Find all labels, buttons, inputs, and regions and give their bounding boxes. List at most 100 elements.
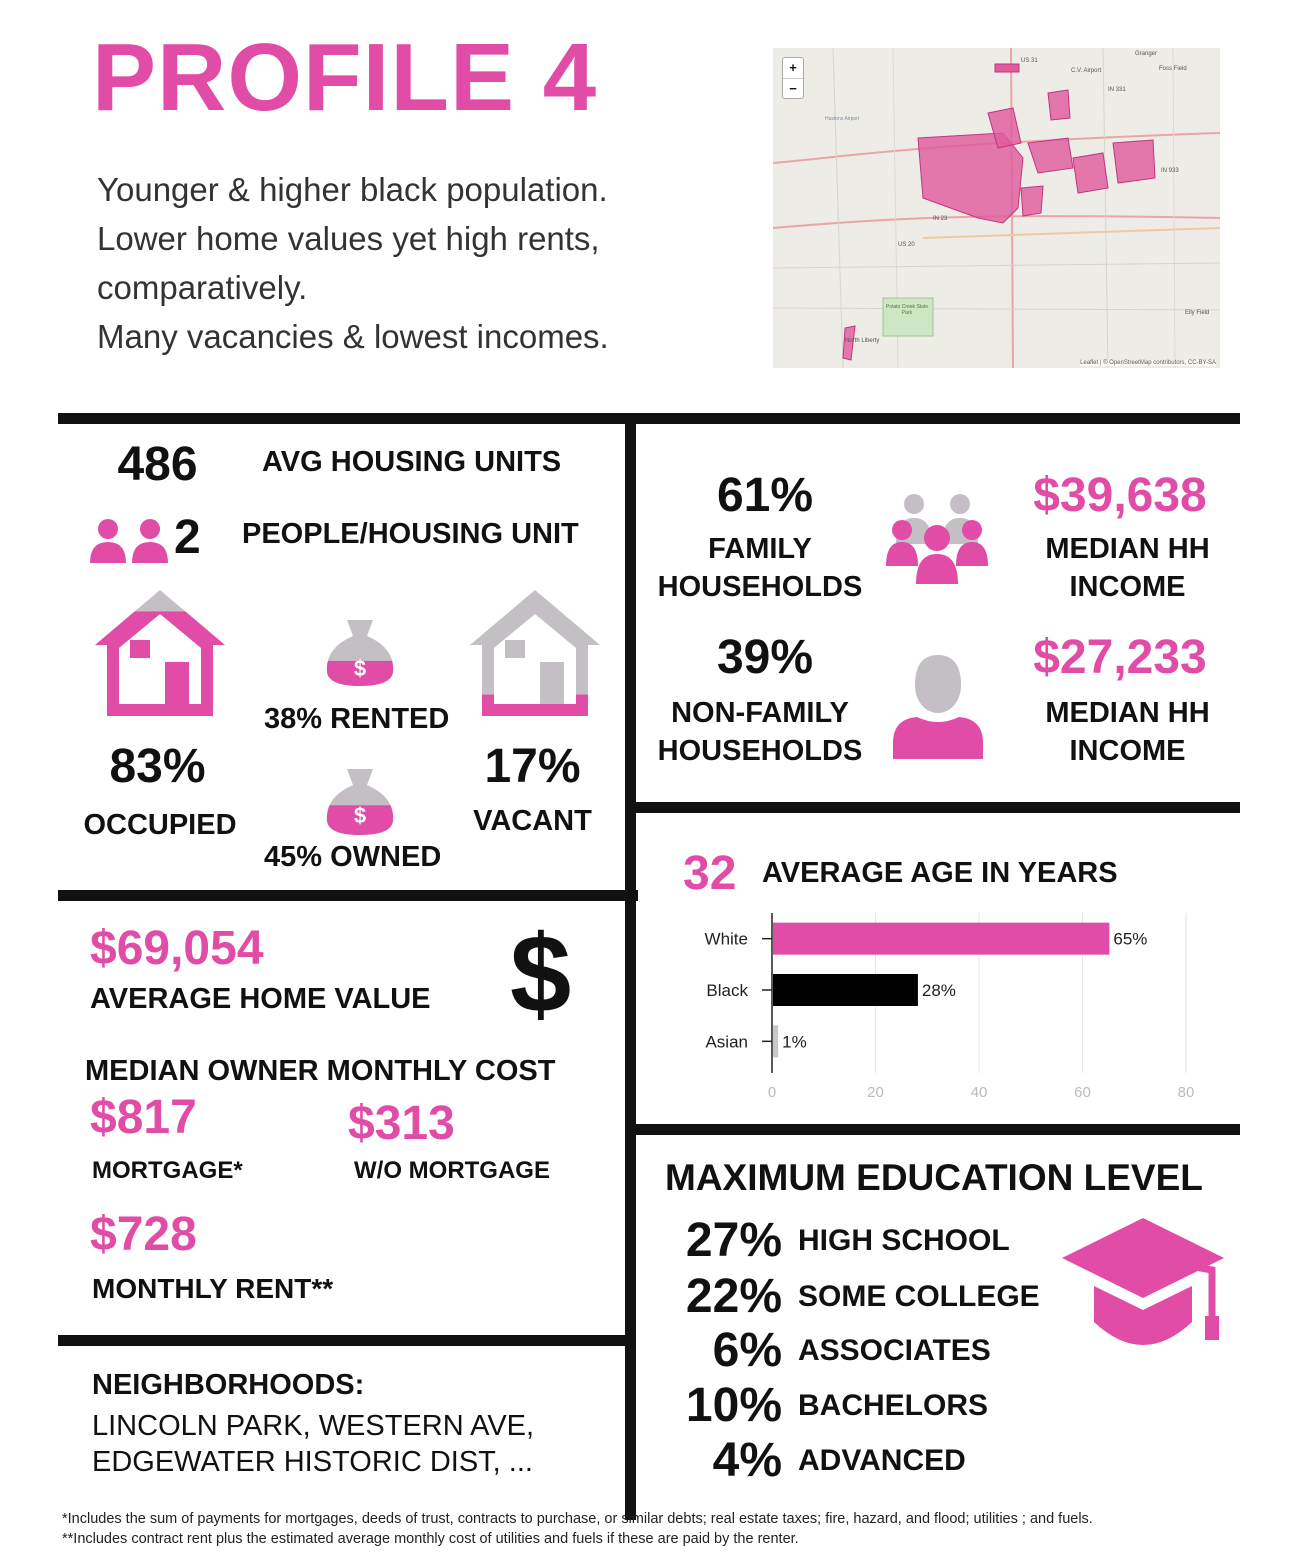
income-label-family: MEDIAN HH INCOME <box>1005 533 1250 604</box>
map-label: Granger <box>1135 51 1158 57</box>
map-view[interactable]: + − US 31 US 20 IN 23 IN 933 IN 331 Gran… <box>773 48 1220 368</box>
avg-housing-units-label: AVG HOUSING UNITS <box>262 446 562 478</box>
data-label: 1% <box>782 1032 807 1051</box>
map-label: IN 933 <box>1161 168 1179 174</box>
people-icon <box>90 519 168 563</box>
divider <box>625 424 636 1520</box>
map-label: North Liberty <box>845 338 880 344</box>
bar <box>773 1025 779 1058</box>
nonfamily-households-label: NON-FAMILY HOUSEHOLDS <box>640 697 880 768</box>
wo-mortgage-value: $313 <box>348 1097 455 1150</box>
bar <box>773 922 1110 955</box>
education-row: 4% ADVANCED <box>640 1434 1240 1488</box>
money-bag-icon-rented: $ <box>326 620 394 686</box>
education-label: ASSOCIATES <box>798 1334 991 1367</box>
nonfamily-label-line: HOUSEHOLDS <box>657 734 863 767</box>
average-age-value: 32 <box>683 847 737 900</box>
x-tick-label: 60 <box>1074 1084 1091 1101</box>
bar <box>773 974 918 1006</box>
map-label: C.V. Airport <box>1071 68 1102 74</box>
people-per-unit-label: PEOPLE/HOUSING UNIT <box>242 518 579 550</box>
income-label-line: MEDIAN HH <box>1045 533 1210 565</box>
nonfamily-label-line: NON-FAMILY <box>671 697 849 729</box>
education-pct: 22% <box>685 1270 782 1323</box>
education-label: SOME COLLEGE <box>798 1280 1040 1313</box>
page-title: PROFILE 4 <box>92 24 598 131</box>
education-label: BACHELORS <box>798 1389 989 1422</box>
average-home-value: $69,054 <box>90 922 264 975</box>
description-line: Many vacancies & lowest incomes. <box>97 318 609 355</box>
monthly-cost-heading: MEDIAN OWNER MONTHLY COST <box>85 1055 556 1087</box>
education-label: ADVANCED <box>798 1444 966 1477</box>
income-label-line: INCOME <box>1069 570 1186 603</box>
education-pct: 6% <box>712 1324 782 1377</box>
income-label-line: INCOME <box>1069 734 1186 767</box>
map-label: Elly Field <box>1185 310 1210 316</box>
wo-mortgage-label: W/O MORTGAGE <box>354 1157 550 1184</box>
graduation-cap-icon <box>1062 1218 1224 1345</box>
map-label: IN 331 <box>1108 87 1126 93</box>
mortgage-label: MORTGAGE* <box>92 1157 243 1184</box>
education-row: 6% ASSOCIATES <box>640 1324 1240 1378</box>
map-tiles <box>773 48 1220 368</box>
average-age-label: AVERAGE AGE IN YEARS <box>762 857 1118 889</box>
income-label-nonfamily: MEDIAN HH INCOME <box>1005 697 1250 768</box>
education-pct: 4% <box>712 1434 782 1487</box>
average-home-value-label: AVERAGE HOME VALUE <box>90 983 431 1015</box>
data-label: 65% <box>1113 930 1147 949</box>
family-group-icon <box>886 494 988 584</box>
footnote-2: **Includes contract rent plus the estima… <box>62 1531 799 1547</box>
vacant-label: VACANT <box>473 805 592 837</box>
vacant-value: 17% <box>484 740 581 793</box>
x-tick-label: 80 <box>1178 1084 1195 1101</box>
category-label: Asian <box>705 1032 748 1051</box>
footnote-1: *Includes the sum of payments for mortga… <box>62 1511 1093 1527</box>
people-per-unit-value: 2 <box>174 511 201 564</box>
education-pct: 27% <box>685 1214 782 1267</box>
divider <box>636 1124 1240 1135</box>
owned-label: 45% OWNED <box>264 841 442 873</box>
divider <box>58 413 1240 424</box>
profile-description: Younger & higher black population. Lower… <box>97 165 609 361</box>
avg-housing-units-value: 486 <box>117 438 198 491</box>
person-icon <box>893 655 983 759</box>
neighborhoods-line: EDGEWATER HISTORIC DIST, ... <box>92 1446 533 1478</box>
x-tick-label: 0 <box>768 1084 776 1101</box>
family-label-line: HOUSEHOLDS <box>657 570 863 603</box>
race-bar-chart: 65% 28% 1% 0 20 40 60 80 White Black Asian <box>705 913 1195 1101</box>
zoom-control: + − <box>782 57 804 99</box>
map-label: Hustons Airport <box>825 116 860 122</box>
x-tick-label: 40 <box>971 1084 988 1101</box>
family-median-income: $39,638 <box>1033 469 1207 522</box>
monthly-rent-label: MONTHLY RENT** <box>92 1273 334 1304</box>
category-label: White <box>705 930 748 949</box>
description-line: comparatively. <box>97 269 308 306</box>
zoom-out-button[interactable]: − <box>789 81 797 96</box>
education-row: 22% SOME COLLEGE <box>640 1270 1240 1324</box>
education-pct: 10% <box>685 1379 782 1432</box>
data-label: 28% <box>922 981 956 1000</box>
x-tick-label: 20 <box>867 1084 884 1101</box>
map-label: Potato Creek State Park <box>885 304 929 316</box>
divider <box>58 890 638 901</box>
zoom-in-button[interactable]: + <box>783 58 803 79</box>
rented-label: 38% RENTED <box>264 703 450 735</box>
monthly-rent-value: $728 <box>90 1208 197 1261</box>
svg-text:$: $ <box>354 656 366 681</box>
neighborhoods-list: LINCOLN PARK, WESTERN AVE, EDGEWATER HIS… <box>92 1408 534 1480</box>
map-label: Foss Field <box>1159 66 1187 72</box>
house-icon-occupied <box>95 590 225 716</box>
money-bag-icon-owned: $ <box>326 769 394 835</box>
divider <box>636 802 1240 813</box>
description-line: Lower home values yet high rents, <box>97 220 600 257</box>
mortgage-value: $817 <box>90 1091 197 1144</box>
map-attribution[interactable]: Leaflet | © OpenStreetMap contributors, … <box>1080 360 1216 366</box>
svg-text:$: $ <box>354 803 366 828</box>
nonfamily-households-value: 39% <box>716 631 814 684</box>
category-label: Black <box>706 981 748 1000</box>
map-label: US 20 <box>898 242 915 248</box>
house-icon-vacant <box>470 590 600 716</box>
education-row: 10% BACHELORS <box>640 1379 1240 1433</box>
family-households-label: FAMILY HOUSEHOLDS <box>640 533 880 604</box>
map-label: IN 23 <box>933 216 948 222</box>
